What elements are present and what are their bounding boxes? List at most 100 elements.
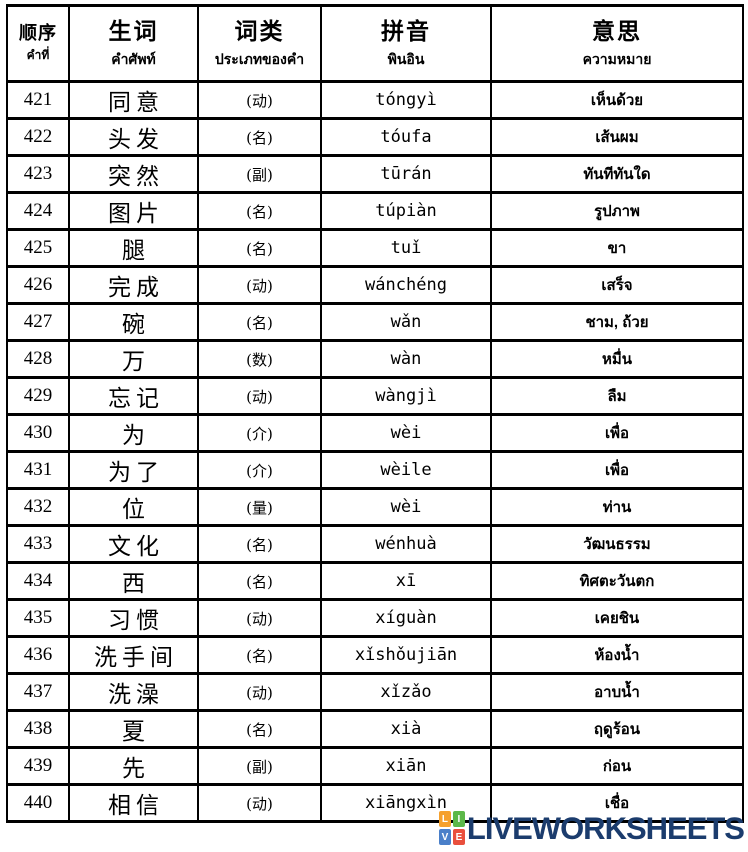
word-class-cell: (名) <box>197 117 322 157</box>
row-number-cell: 427 <box>6 302 70 342</box>
pinyin-cell: tóngyì <box>320 80 492 120</box>
pinyin-cell: wàngjì <box>320 376 492 416</box>
word-class-cell: (名) <box>197 709 322 749</box>
meaning-cell: ทันทีทันใด <box>490 154 744 194</box>
pinyin-cell: wèi <box>320 413 492 453</box>
pinyin-cell: xī <box>320 561 492 601</box>
meaning-cell: เสร็จ <box>490 265 744 305</box>
pinyin-cell: tuǐ <box>320 228 492 268</box>
word-class-cell: (动) <box>197 598 322 638</box>
meaning-cell: ห้องน้ำ <box>490 635 744 675</box>
row-number-cell: 433 <box>6 524 70 564</box>
word-class-cell: (动) <box>197 672 322 712</box>
logo-tile-v: V <box>438 829 451 845</box>
meaning-cell: ท่าน <box>490 487 744 527</box>
pinyin-cell: tóufa <box>320 117 492 157</box>
row-number-cell: 428 <box>6 339 70 379</box>
header-row: 顺序 คำที่ 生词 คำศัพท์ 词类 ประเภทของคำ 拼音 พิ… <box>6 4 744 83</box>
pinyin-cell: wèi <box>320 487 492 527</box>
table-row: 422 头发 (名) tóufa เส้นผม <box>6 117 744 157</box>
word-cell: 忘记 <box>68 376 199 416</box>
table-row: 424 图片 (名) túpiàn รูปภาพ <box>6 191 744 231</box>
row-number-cell: 421 <box>6 80 70 120</box>
table-row: 425 腿 (名) tuǐ ขา <box>6 228 744 268</box>
table-row: 433 文化 (名) wénhuà วัฒนธรรม <box>6 524 744 564</box>
vocab-table-header: 顺序 คำที่ 生词 คำศัพท์ 词类 ประเภทของคำ 拼音 พิ… <box>6 4 744 83</box>
pinyin-cell: xǐzǎo <box>320 672 492 712</box>
word-cell: 夏 <box>68 709 199 749</box>
header-pinyin-th: พินอิน <box>387 50 425 67</box>
row-number-cell: 422 <box>6 117 70 157</box>
word-class-cell: (名) <box>197 191 322 231</box>
word-class-cell: (量) <box>197 487 322 527</box>
row-number-cell: 431 <box>6 450 70 490</box>
meaning-cell: เพื่อ <box>490 413 744 453</box>
word-class-cell: (动) <box>197 783 322 823</box>
header-order: 顺序 คำที่ <box>6 4 70 83</box>
row-number-cell: 435 <box>6 598 70 638</box>
row-number-cell: 434 <box>6 561 70 601</box>
header-order-th: คำที่ <box>26 48 50 63</box>
pinyin-cell: tūrán <box>320 154 492 194</box>
header-word-th: คำศัพท์ <box>111 50 156 67</box>
meaning-cell: เห็นด้วย <box>490 80 744 120</box>
meaning-cell: วัฒนธรรม <box>490 524 744 564</box>
row-number-cell: 429 <box>6 376 70 416</box>
pinyin-cell: xiān <box>320 746 492 786</box>
meaning-cell: ชาม, ถ้วย <box>490 302 744 342</box>
header-word: 生词 คำศัพท์ <box>68 4 199 83</box>
word-cell: 习惯 <box>68 598 199 638</box>
meaning-cell: เพื่อ <box>490 450 744 490</box>
word-cell: 同意 <box>68 80 199 120</box>
word-class-cell: (介) <box>197 450 322 490</box>
table-row: 432 位 (量) wèi ท่าน <box>6 487 744 527</box>
header-word-zh: 生词 <box>108 18 159 46</box>
pinyin-cell: xià <box>320 709 492 749</box>
header-order-zh: 顺序 <box>19 23 57 45</box>
table-row: 423 突然 (副) tūrán ทันทีทันใด <box>6 154 744 194</box>
word-cell: 突然 <box>68 154 199 194</box>
word-cell: 相信 <box>68 783 199 823</box>
pinyin-cell: wǎn <box>320 302 492 342</box>
row-number-cell: 424 <box>6 191 70 231</box>
word-cell: 碗 <box>68 302 199 342</box>
word-class-cell: (名) <box>197 561 322 601</box>
meaning-cell: เส้นผม <box>490 117 744 157</box>
row-number-cell: 425 <box>6 228 70 268</box>
word-class-cell: (动) <box>197 80 322 120</box>
header-meaning-th: ความหมาย <box>582 50 652 67</box>
word-class-cell: (名) <box>197 635 322 675</box>
word-cell: 洗澡 <box>68 672 199 712</box>
word-class-cell: (副) <box>197 154 322 194</box>
pinyin-cell: wánchéng <box>320 265 492 305</box>
word-class-cell: (名) <box>197 228 322 268</box>
meaning-cell: รูปภาพ <box>490 191 744 231</box>
word-cell: 位 <box>68 487 199 527</box>
word-class-cell: (数) <box>197 339 322 379</box>
word-cell: 完成 <box>68 265 199 305</box>
word-class-cell: (名) <box>197 524 322 564</box>
table-row: 428 万 (数) wàn หมื่น <box>6 339 744 379</box>
pinyin-cell: wàn <box>320 339 492 379</box>
meaning-cell: ฤดูร้อน <box>490 709 744 749</box>
table-row: 439 先 (副) xiān ก่อน <box>6 746 744 786</box>
word-class-cell: (副) <box>197 746 322 786</box>
vocab-table-body: 421 同意 (动) tóngyì เห็นด้วย 422 头发 (名) tóufa เส้นผ… <box>6 80 744 823</box>
header-word-class-zh: 词类 <box>234 18 285 46</box>
word-cell: 文化 <box>68 524 199 564</box>
pinyin-cell: xǐshǒujiān <box>320 635 492 675</box>
word-class-cell: (名) <box>197 302 322 342</box>
header-meaning: 意思 ความหมาย <box>490 4 744 83</box>
word-cell: 万 <box>68 339 199 379</box>
pinyin-cell: xíguàn <box>320 598 492 638</box>
word-class-cell: (动) <box>197 265 322 305</box>
word-cell: 腿 <box>68 228 199 268</box>
header-meaning-zh: 意思 <box>592 18 642 46</box>
word-cell: 西 <box>68 561 199 601</box>
table-row: 434 西 (名) xī ทิศตะวันตก <box>6 561 744 601</box>
table-row: 421 同意 (动) tóngyì เห็นด้วย <box>6 80 744 120</box>
row-number-cell: 439 <box>6 746 70 786</box>
word-cell: 头发 <box>68 117 199 157</box>
